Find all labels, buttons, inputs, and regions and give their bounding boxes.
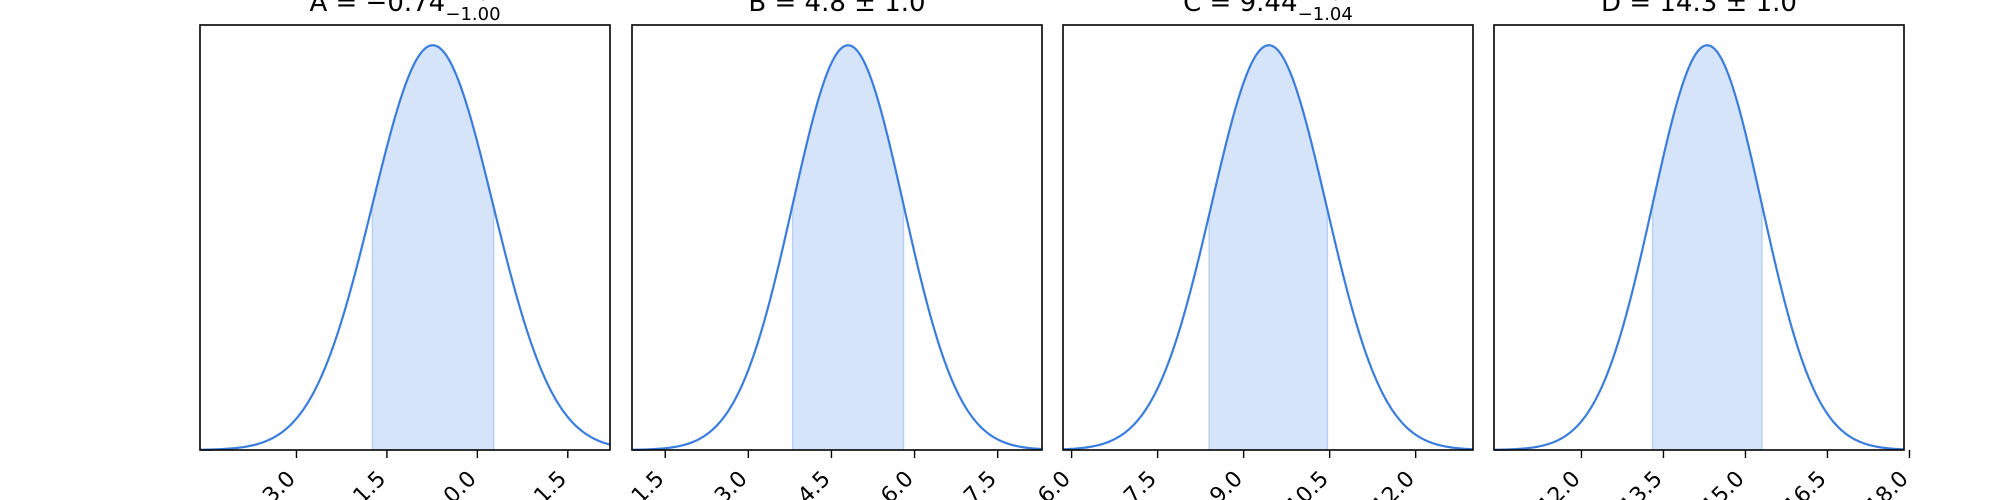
- title-upper-error: +1.02: [1298, 0, 1353, 5]
- credible-band: [792, 45, 904, 451]
- density-curve: [199, 44, 611, 451]
- title-main: B = 4.8 ± 1.0: [748, 0, 925, 18]
- density-curve: [1493, 44, 1905, 451]
- density-curve: [1062, 44, 1474, 451]
- panel-2: 1.5 3.0 4.5 6.0 7.5 B = 4.8 ± 1.0: [627, 0, 1043, 500]
- title-lower-error: −1.04: [1298, 4, 1353, 25]
- x-tick-label: 13.5: [1615, 467, 1667, 500]
- x-tick-label: 16.5: [1779, 467, 1831, 500]
- x-tick-label: 3.0: [710, 467, 752, 500]
- title-main: C = 9.44: [1183, 0, 1297, 18]
- x-tick-label: 1.5: [530, 467, 572, 500]
- x-tick-label: 4.5: [793, 467, 835, 500]
- title-main: D = 14.3 ± 1.0: [1601, 0, 1797, 18]
- x-tick-label: 1.5: [627, 467, 669, 500]
- panel-1: −3.0 −1.5 0.0 1.5 A = −0.74+1.01−1.00: [199, 0, 611, 500]
- panel-title: C = 9.44+1.02−1.04: [1183, 0, 1353, 25]
- credible-band: [1209, 45, 1328, 450]
- x-tick-label: 7.5: [1119, 467, 1161, 500]
- x-tick-label: 9.0: [1205, 467, 1247, 500]
- x-tick-label: 12.0: [1368, 467, 1420, 500]
- panel-title: D = 14.3 ± 1.0: [1601, 0, 1797, 18]
- axes-frame: [199, 24, 611, 451]
- credible-band: [1652, 45, 1762, 451]
- x-tick-label: 10.5: [1282, 467, 1334, 500]
- credible-band: [372, 45, 494, 451]
- x-tick-label: −1.5: [336, 467, 391, 500]
- panel-title: A = −0.74+1.01−1.00: [309, 0, 500, 25]
- title-lower-error: −1.00: [445, 4, 500, 25]
- x-tick-label: 15.0: [1697, 467, 1749, 500]
- x-tick-label: 6.0: [876, 467, 918, 500]
- x-tick-label: 18.0: [1861, 467, 1913, 500]
- x-tick-label: 12.0: [1533, 467, 1585, 500]
- panel-title: B = 4.8 ± 1.0: [748, 0, 925, 18]
- axes-frame: [631, 24, 1043, 451]
- panel-3: 6.0 7.5 9.0 10.5 12.0 C = 9.44+1.02−1.04: [1033, 0, 1474, 500]
- density-curve: [631, 44, 1043, 451]
- title-upper-error: +1.01: [445, 0, 500, 5]
- panel-4: 12.0 13.5 15.0 16.5 18.0 D = 14.3 ± 1.0: [1493, 0, 1914, 500]
- x-tick-label: 6.0: [1033, 467, 1075, 500]
- x-tick-label: 7.5: [959, 467, 1001, 500]
- x-tick-label: −3.0: [245, 467, 300, 500]
- x-tick-label: 0.0: [439, 467, 481, 500]
- title-main: A = −0.74: [309, 0, 445, 18]
- axes-frame: [1493, 24, 1905, 451]
- axes-frame: [1062, 24, 1474, 451]
